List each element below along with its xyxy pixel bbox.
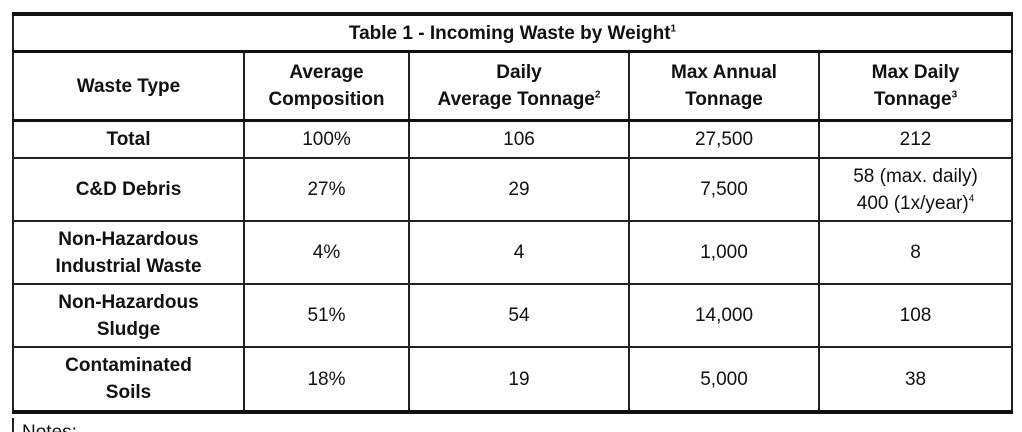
cell-max-annual: 5,000 xyxy=(628,346,820,414)
cell-max-annual: 27,500 xyxy=(628,119,820,159)
cell-daily-average: 54 xyxy=(408,283,630,348)
cell-max-daily: 58 (max. daily) 400 (1x/year)4 xyxy=(817,157,1014,222)
header-max-annual-tonnage: Max Annual Tonnage xyxy=(628,50,820,122)
header-average-composition: Average Composition xyxy=(243,50,410,122)
cell-max-daily: 108 xyxy=(817,283,1014,348)
cell-max-annual: 14,000 xyxy=(628,283,820,348)
notes-label: Notes: xyxy=(22,422,77,432)
cell-max-daily: 8 xyxy=(817,220,1014,285)
incoming-waste-table: Table 1 - Incoming Waste by Weight1 Wast… xyxy=(11,12,1014,414)
cell-max-daily: 38 xyxy=(817,346,1014,414)
cell-waste-type: C&D Debris xyxy=(12,157,245,222)
header-waste-type: Waste Type xyxy=(12,50,245,122)
cell-daily-average: 29 xyxy=(408,157,630,222)
waste-table-container: Table 1 - Incoming Waste by Weight1 Wast… xyxy=(11,12,1014,414)
cell-composition: 27% xyxy=(243,157,410,222)
cell-max-daily: 212 xyxy=(817,119,1014,159)
cell-max-annual: 1,000 xyxy=(628,220,820,285)
cell-daily-average: 106 xyxy=(408,119,630,159)
table-row: Contaminated Soils 18% 19 5,000 38 xyxy=(12,346,1014,414)
cell-daily-average: 19 xyxy=(408,346,630,414)
cell-composition: 100% xyxy=(243,119,410,159)
cell-daily-average: 4 xyxy=(408,220,630,285)
cell-waste-type: Total xyxy=(12,119,245,159)
cell-max-annual: 7,500 xyxy=(628,157,820,222)
notes-section: Notes: xyxy=(12,418,1013,432)
cell-composition: 18% xyxy=(243,346,410,414)
table-title: Table 1 - Incoming Waste by Weight1 xyxy=(11,12,1014,53)
header-daily-average-tonnage: Daily Average Tonnage2 xyxy=(408,50,630,122)
cell-waste-type: Contaminated Soils xyxy=(12,346,245,414)
cell-waste-type: Non-Hazardous Industrial Waste xyxy=(12,220,245,285)
header-max-daily-tonnage: Max Daily Tonnage3 xyxy=(817,50,1014,122)
table-row: Total 100% 106 27,500 212 xyxy=(12,119,1014,159)
table-row: Non-Hazardous Sludge 51% 54 14,000 108 xyxy=(12,283,1014,348)
cell-composition: 51% xyxy=(243,283,410,348)
cell-composition: 4% xyxy=(243,220,410,285)
cell-waste-type: Non-Hazardous Sludge xyxy=(12,283,245,348)
table-row: Non-Hazardous Industrial Waste 4% 4 1,000… xyxy=(12,220,1014,285)
table-row: C&D Debris 27% 29 7,500 58 (max. daily) 4… xyxy=(12,157,1014,222)
